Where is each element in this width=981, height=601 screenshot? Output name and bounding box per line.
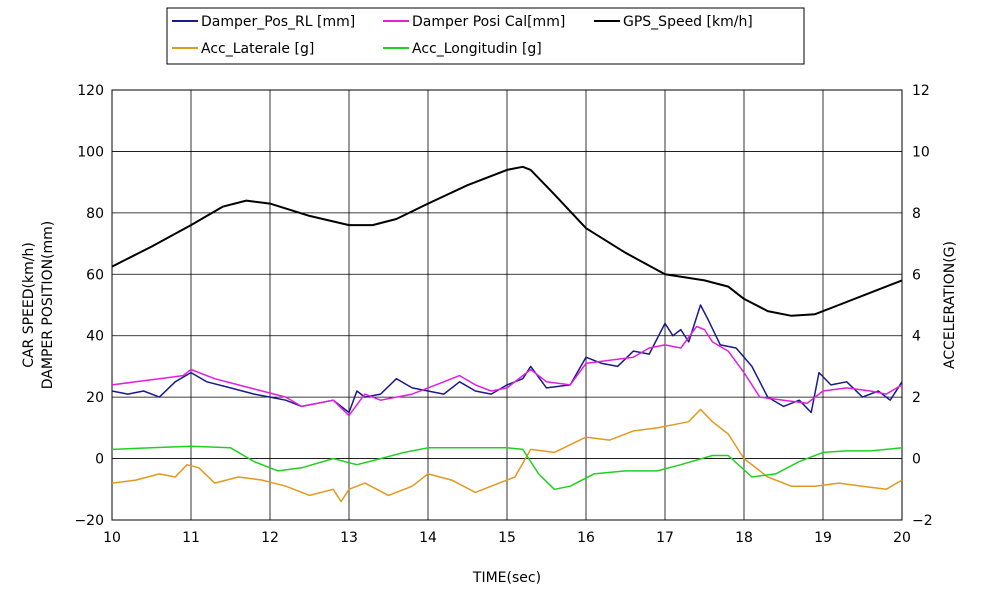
y-right-tick-label: −2 — [912, 513, 933, 529]
series-acc-laterale — [111, 408, 903, 503]
x-tick-label: 16 — [577, 530, 595, 546]
legend-label-damper-posi-cal: Damper Posi Cal[mm] — [412, 14, 565, 30]
x-tick-label: 19 — [814, 530, 832, 546]
legend-box — [166, 7, 805, 65]
y-left-tick-label: 100 — [77, 144, 104, 160]
legend-label-gps-speed: GPS_Speed [km/h] — [623, 14, 753, 30]
y-right-tick-label: 10 — [912, 144, 930, 160]
y-left-tick-label: 60 — [86, 267, 104, 283]
legend-label-damper-pos-rl: Damper_Pos_RL [mm] — [201, 14, 355, 30]
y-left-tick-label: 120 — [77, 83, 104, 99]
x-tick-label: 13 — [340, 530, 358, 546]
legend-label-acc-longitudin: Acc_Longitudin [g] — [412, 41, 542, 57]
y-left-tick-label: 20 — [86, 390, 104, 406]
x-tick-label: 15 — [498, 530, 516, 546]
series-damper-posi-cal — [111, 325, 903, 417]
y-left-tick-label: 0 — [95, 452, 104, 468]
y-right-tick-label: 2 — [912, 390, 921, 406]
y-left-tick-label: 40 — [86, 329, 104, 345]
y-right-tick-label: 8 — [912, 206, 921, 222]
x-tick-label: 20 — [893, 530, 911, 546]
y-axis-label-left-line2: DAMPER POSITION(mm) — [40, 221, 56, 390]
x-axis-label: TIME(sec) — [472, 570, 541, 586]
x-tick-label: 12 — [261, 530, 279, 546]
y-right-tick-label: 0 — [912, 452, 921, 468]
x-tick-label: 10 — [103, 530, 121, 546]
x-tick-label: 17 — [656, 530, 674, 546]
x-tick-label: 18 — [735, 530, 753, 546]
series-acc-longitudin — [111, 445, 903, 491]
x-tick-label: 14 — [419, 530, 437, 546]
series-gps-speed — [111, 165, 903, 317]
y-left-tick-label: 80 — [86, 206, 104, 222]
y-right-tick-label: 12 — [912, 83, 930, 99]
legend: Damper_Pos_RL [mm] Damper Posi Cal[mm] G… — [166, 7, 805, 65]
y-right-tick-label: 6 — [912, 267, 921, 283]
y-axis-label-left-line1: CAR SPEED(km/h) — [21, 242, 37, 368]
series-group — [111, 165, 903, 503]
y-right-tick-label: 4 — [912, 329, 921, 345]
y-axis-label-right: ACCELERATION(G) — [942, 241, 958, 369]
legend-label-acc-laterale: Acc_Laterale [g] — [201, 41, 314, 57]
y-left-tick-label: −20 — [74, 513, 104, 529]
x-tick-label: 11 — [182, 530, 200, 546]
